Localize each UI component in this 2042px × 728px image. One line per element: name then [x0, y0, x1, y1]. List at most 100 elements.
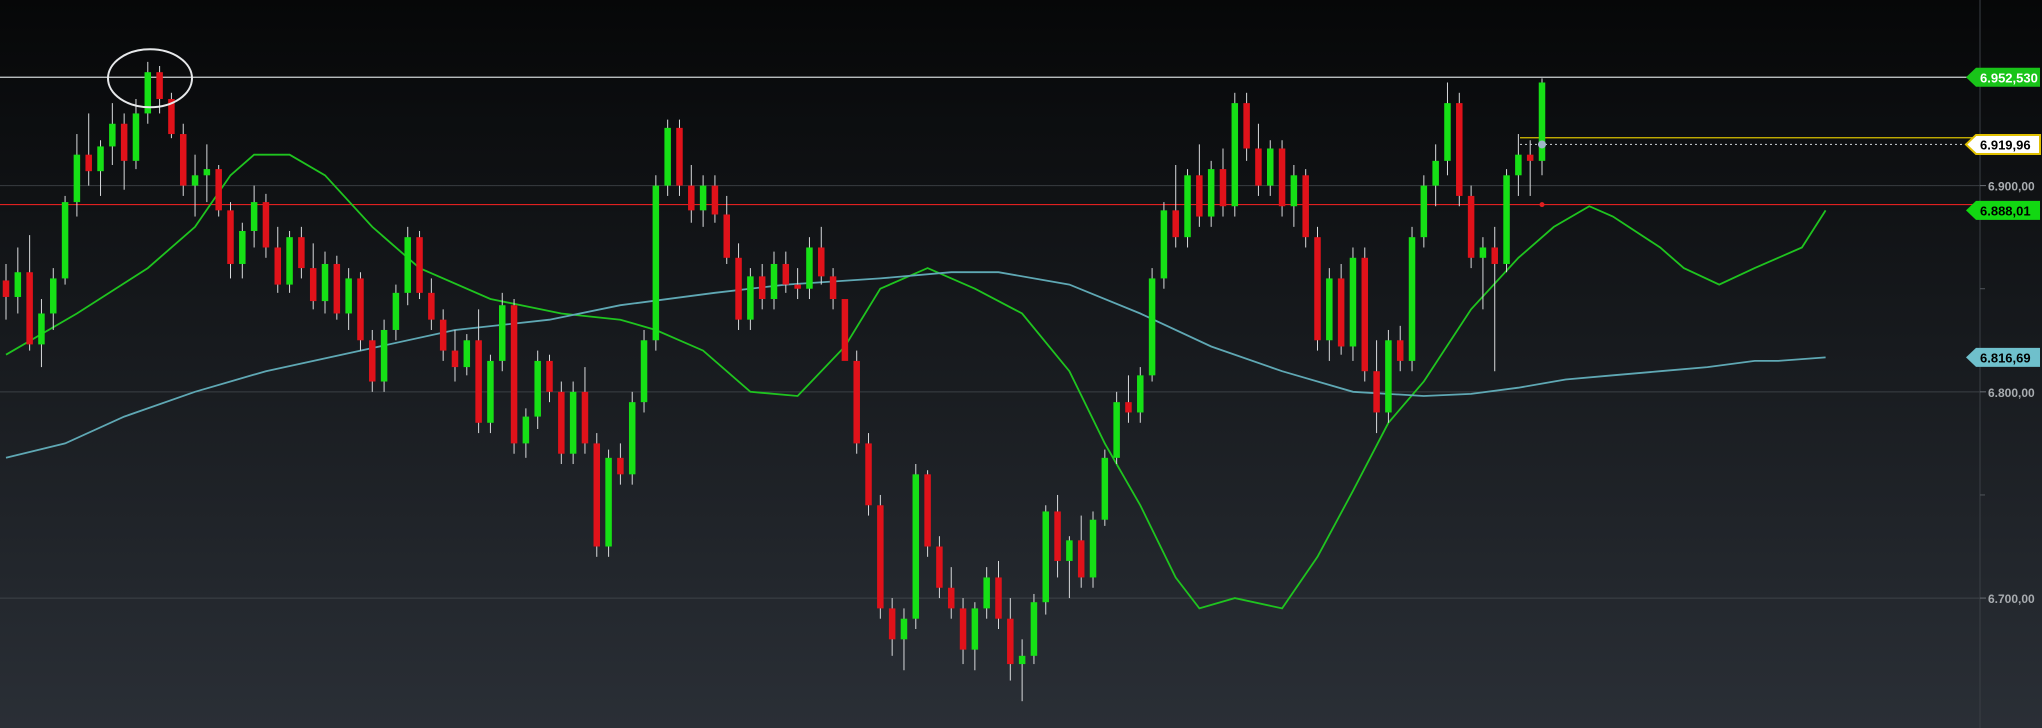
candle-body-down: [262, 202, 270, 248]
candle-body-up: [61, 202, 69, 279]
candle-body-up: [1066, 540, 1073, 561]
candle-body-up: [109, 123, 116, 147]
candle-body-up: [97, 146, 104, 172]
candle-body-up: [404, 237, 411, 293]
candle-body-up: [522, 416, 530, 444]
candle-body-down: [936, 546, 943, 588]
candle-body-up: [132, 113, 140, 161]
candle-body-down: [85, 154, 92, 172]
candle-body-down: [995, 577, 1002, 619]
candle-body-up: [1479, 247, 1487, 258]
candle-body-up: [1503, 175, 1510, 264]
price-label-text: 6.888,01: [1980, 203, 2031, 218]
candle-body-up: [1042, 511, 1050, 603]
stop-marker: [1539, 202, 1545, 208]
candle-body-up: [569, 391, 577, 454]
candle-body-up: [1266, 148, 1274, 186]
candle-body-up: [605, 457, 612, 547]
candle-body-down: [1278, 148, 1286, 207]
candle-body-up: [1326, 278, 1333, 341]
candle-body-down: [1219, 169, 1227, 207]
candle-body-up: [50, 278, 57, 314]
candle-body-down: [888, 608, 896, 640]
candle-body-down: [1491, 247, 1498, 264]
candle-body-down: [156, 72, 163, 99]
candle-body-up: [1385, 340, 1392, 413]
candle-body-up: [1538, 82, 1546, 161]
candle-body-up: [1184, 175, 1191, 238]
candle-body-up: [912, 474, 920, 619]
candle-body-up: [628, 402, 636, 475]
axis-tick-label: 6.800,00: [1988, 386, 2035, 400]
candle-body-up: [806, 247, 813, 289]
price-label-bg: [1964, 133, 2041, 155]
candle-body-down: [1077, 540, 1085, 578]
candle-body-down: [546, 360, 553, 392]
candle-body-down: [1302, 175, 1309, 238]
candle-body-down: [818, 247, 825, 277]
candle-body-up: [1030, 602, 1038, 656]
candle-body-up: [487, 360, 494, 423]
horizontal-level-lines: [0, 76, 1980, 206]
candle-body-down: [2, 280, 10, 297]
candle-body-down: [451, 350, 459, 368]
candle-body-down: [274, 247, 282, 285]
candle-body-down: [428, 292, 435, 320]
candle-body-up: [38, 313, 45, 345]
candle-body-down: [298, 237, 305, 269]
candle-body-up: [14, 272, 22, 297]
candle-body-up: [1018, 655, 1026, 665]
candle-body-up: [1444, 103, 1451, 161]
grid-lines: [0, 185, 1980, 599]
price-label-text: 6.816,69: [1980, 350, 2031, 365]
price-label: 6.919,96: [1964, 133, 2041, 155]
candle-body-down: [617, 457, 624, 475]
candle-body-up: [1349, 257, 1357, 347]
candle-body-down: [865, 443, 872, 506]
candle-body-down: [947, 587, 955, 609]
candle-body-down: [924, 474, 931, 547]
candle-body-up: [392, 292, 400, 330]
price-axis: 6.900,00 6.800,00 6.700,00 6.952,530 6.919,9…: [1964, 67, 2041, 606]
price-label: 6.888,01: [1966, 200, 2040, 220]
candle-body-down: [676, 127, 683, 186]
candle-body-up: [321, 263, 329, 302]
candle-body-down: [26, 272, 33, 345]
candle-body-down: [1467, 195, 1475, 258]
candle-body-up: [250, 202, 258, 231]
candle-body-down: [439, 319, 447, 351]
candle-body-down: [1007, 618, 1014, 665]
price-label-bg: [1966, 200, 2040, 220]
candle-body-down: [333, 263, 341, 314]
candle-body-up: [1137, 375, 1144, 413]
price-label: 6.816,69: [1966, 347, 2040, 367]
candle-body-down: [593, 443, 601, 547]
candle-body-down: [841, 299, 849, 361]
candle-body-up: [1101, 457, 1109, 520]
candle-body-up: [498, 305, 506, 361]
current-price-marker: [1538, 140, 1546, 149]
candle-body-up: [380, 329, 388, 382]
candle-body-down: [1396, 340, 1404, 361]
candle-body-up: [286, 237, 293, 285]
candle-body-down: [782, 263, 790, 285]
candle-body-up: [747, 276, 754, 320]
price-label: 6.952,530: [1966, 67, 2040, 87]
candle-body-down: [309, 268, 317, 302]
candle-body-down: [1196, 175, 1203, 217]
candle-body-up: [1408, 237, 1416, 361]
candle-body-down: [369, 340, 376, 382]
candles: [2, 61, 1546, 702]
candle-body-down: [120, 123, 128, 161]
candle-body-up: [664, 127, 671, 186]
candle-body-down: [1526, 154, 1534, 161]
candle-body-up: [652, 185, 660, 341]
annotation-layer: [107, 48, 1546, 208]
candle-body-down: [357, 278, 364, 341]
candle-body-up: [900, 618, 908, 640]
candle-body-down: [558, 391, 565, 454]
candle-body-up: [983, 577, 990, 609]
